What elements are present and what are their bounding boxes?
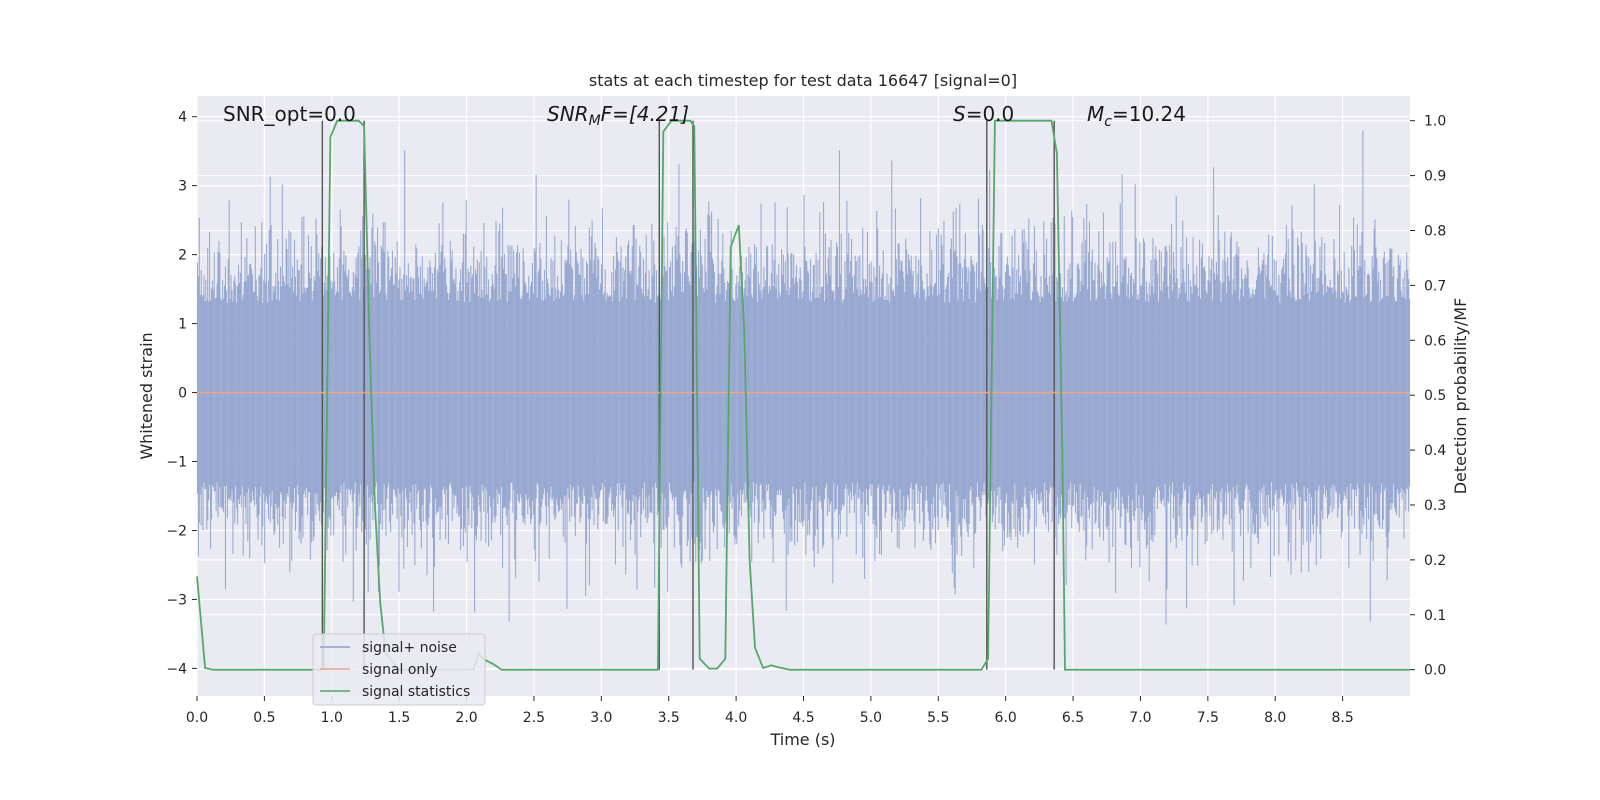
x-tick-label: 5.0 [860, 710, 882, 726]
y2-tick-label: 0.5 [1424, 388, 1446, 404]
tick-labels: 0.0 0.5 1.0 1.5 2.0 2.5 3.0 3.5 4.0 4.5 5.0 5.5 6.0 6… [166, 110, 1446, 726]
y2-tick-label: 0.1 [1424, 608, 1446, 624]
legend: signal+ noise signal only signal statist… [312, 633, 486, 706]
y-tick-label: 3 [178, 179, 187, 195]
x-tick-label: 2.5 [523, 710, 545, 726]
x-tick-label: 4.0 [725, 710, 747, 726]
y-tick-label: 0 [178, 386, 187, 402]
y2-tick-label: 0.7 [1424, 278, 1446, 294]
y2-tick-label: 0.4 [1424, 443, 1446, 459]
x-tick-label: 7.0 [1129, 710, 1151, 726]
annotation-snr-mf: SNRMF=[4.21] [547, 102, 689, 129]
x-tick-label: 3.0 [590, 710, 612, 726]
x-tick-label: 8.5 [1331, 710, 1353, 726]
noise-series [196, 130, 1411, 625]
x-tick-label: 3.5 [658, 710, 680, 726]
annotation-s: S=0.0 [953, 102, 1014, 126]
chart-title: stats at each timestep for test data 166… [589, 71, 1017, 90]
legend-box [312, 633, 486, 706]
x-tick-label: 5.5 [927, 710, 949, 726]
signal-statistics-series [196, 119, 1410, 671]
y2-tick-label: 0.8 [1424, 223, 1446, 239]
x-axis-label: Time (s) [769, 730, 835, 749]
y2-tick-label: 1.0 [1424, 114, 1446, 130]
y-tick-label: −2 [166, 523, 187, 539]
y2-tick-label: 0.6 [1424, 333, 1446, 349]
x-tick-label: 0.0 [186, 710, 208, 726]
annotation-mc: Mc=10.24 [1087, 102, 1186, 130]
y-tick-label: 4 [178, 110, 187, 126]
x-tick-label: 1.5 [388, 710, 410, 726]
signal-statistics-line [196, 119, 1410, 671]
legend-label-signal: signal only [362, 662, 437, 678]
x-tick-label: 1.0 [321, 710, 343, 726]
x-tick-label: 7.5 [1197, 710, 1219, 726]
y-tick-label: 2 [178, 248, 187, 264]
annotation-snr-opt: SNR_opt=0.0 [223, 102, 356, 126]
y2-tick-label: 0.2 [1424, 553, 1446, 569]
y2-tick-label: 0.0 [1424, 663, 1446, 679]
x-tick-label: 2.0 [455, 710, 477, 726]
legend-label-stats: signal statistics [362, 684, 470, 700]
x-tick-label: 8.0 [1264, 710, 1286, 726]
y-tick-label: −1 [166, 455, 187, 471]
y-tick-label: −3 [166, 592, 187, 608]
y2-tick-label: 0.9 [1424, 169, 1446, 185]
y2-axis-label: Detection probability/MF [1451, 298, 1470, 495]
x-tick-label: 6.5 [1062, 710, 1084, 726]
y-tick-label: −4 [166, 661, 187, 677]
x-tick-label: 6.0 [995, 710, 1017, 726]
x-tick-label: 0.5 [253, 710, 275, 726]
y-tick-label: 1 [178, 317, 187, 333]
y2-tick-label: 0.3 [1424, 498, 1446, 514]
y-axis-label: Whitened strain [137, 332, 156, 459]
x-tick-label: 4.5 [792, 710, 814, 726]
legend-label-noise: signal+ noise [362, 640, 457, 656]
